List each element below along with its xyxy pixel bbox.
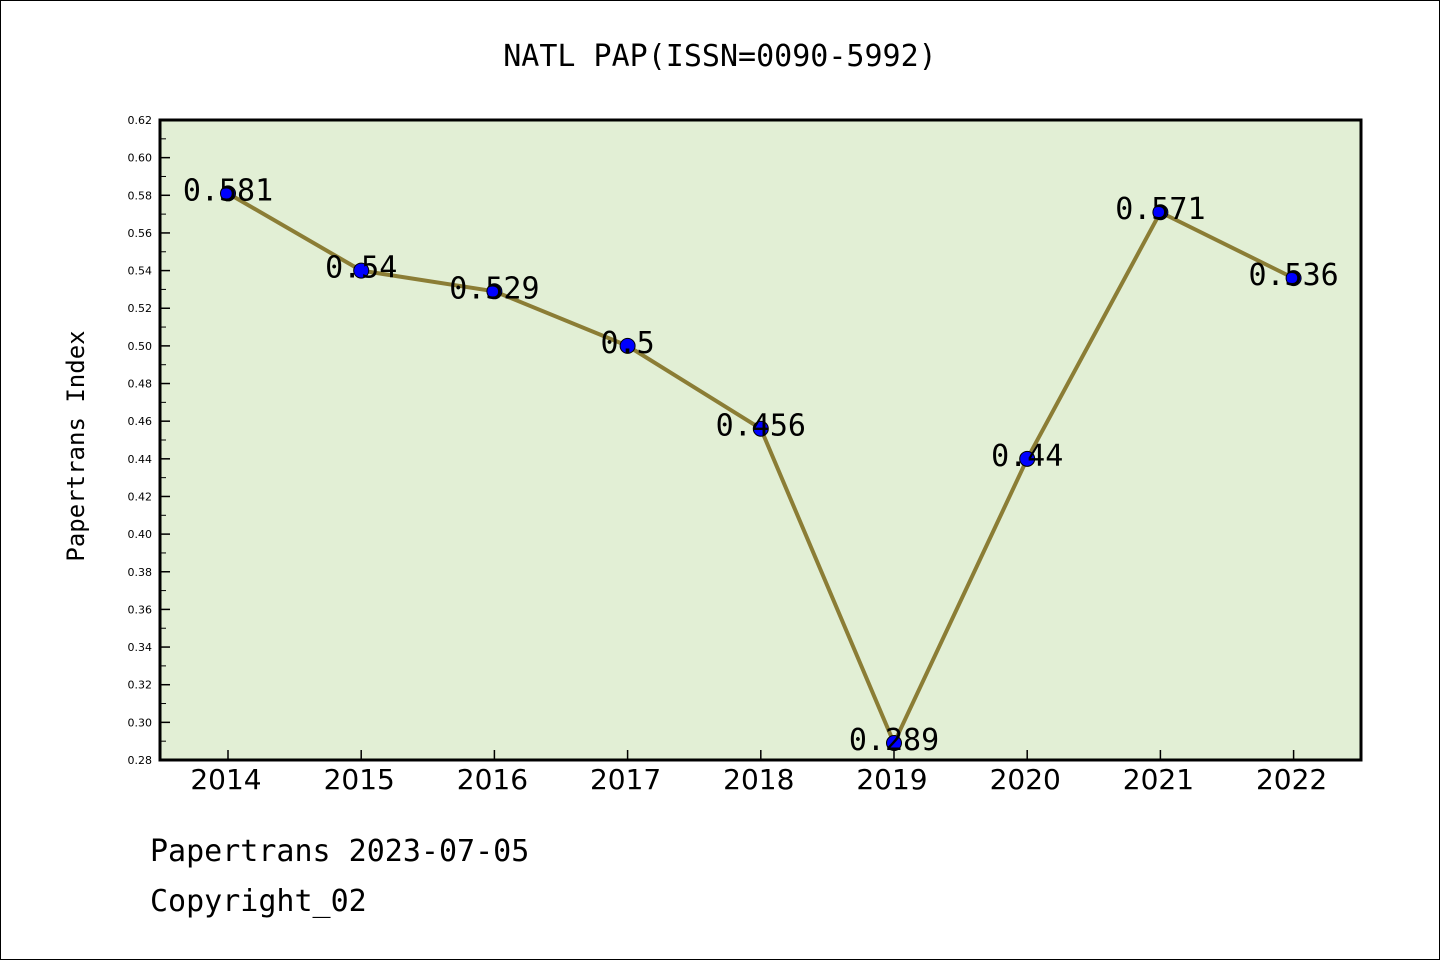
- footer-copyright: Copyright_02: [150, 884, 367, 919]
- data-label: 0.5: [601, 326, 655, 361]
- data-label: 0.44: [991, 439, 1063, 474]
- chart-title: NATL PAP(ISSN=0090-5992): [503, 39, 936, 74]
- y-tick-label: 0.56: [128, 227, 153, 240]
- y-tick-label: 0.46: [128, 415, 153, 428]
- series-group: 0.581 0.54 0.529 0.5 0.456 0.289 0.44 0.571 0.53…: [183, 173, 1339, 758]
- x-tick-label: 2022: [1256, 763, 1327, 796]
- y-tick-label: 0.62: [128, 114, 153, 127]
- data-label: 0.581: [183, 173, 273, 208]
- data-label: 0.536: [1248, 258, 1338, 293]
- data-label: 0.456: [716, 409, 806, 444]
- footer-date: Papertrans 2023-07-05: [150, 834, 530, 869]
- y-tick-label: 0.60: [128, 152, 153, 165]
- data-point: [220, 185, 236, 202]
- plot-area: [160, 120, 1361, 760]
- data-label: 0.529: [449, 271, 539, 306]
- y-tick-label: 0.58: [128, 189, 153, 202]
- y-tick-label: 0.34: [128, 641, 153, 654]
- y-tick-label: 0.28: [128, 754, 153, 767]
- y-tick-label: 0.30: [128, 716, 153, 729]
- y-tick-label: 0.38: [128, 566, 153, 579]
- data-point: [752, 420, 769, 437]
- data-label: 0.289: [849, 723, 939, 758]
- data-point: [886, 735, 902, 752]
- x-tick-label: 2020: [990, 763, 1061, 796]
- data-point: [486, 283, 503, 300]
- x-tick-label: 2018: [723, 763, 794, 796]
- x-tick-label: 2015: [324, 763, 395, 796]
- y-axis-label: Papertrans Index: [62, 330, 90, 561]
- x-tick-label: 2016: [457, 763, 528, 796]
- data-point: [353, 262, 370, 279]
- data-point: [1152, 204, 1169, 221]
- data-point: [1019, 450, 1036, 467]
- data-label: 0.571: [1115, 192, 1205, 227]
- plot-border: [158, 118, 1363, 762]
- y-tick-label: 0.36: [128, 603, 153, 616]
- y-tick-label: 0.54: [128, 265, 153, 278]
- x-tick-label: 2019: [856, 763, 927, 796]
- y-tick-label: 0.52: [128, 302, 153, 315]
- data-point: [1285, 270, 1302, 287]
- x-tick-label: 2021: [1123, 763, 1194, 796]
- y-tick-label: 0.48: [128, 378, 153, 391]
- data-label: 0.54: [325, 251, 397, 286]
- y-tick-label: 0.40: [128, 528, 153, 541]
- y-tick-label: 0.42: [128, 490, 153, 503]
- x-axis: 2014 2015 2016 2017 2018 2019 2020 2021 2022: [190, 750, 1327, 796]
- data-point: [619, 337, 636, 354]
- y-tick-label: 0.32: [128, 679, 153, 692]
- y-tick-label: 0.44: [128, 453, 153, 466]
- y-tick-label: 0.50: [128, 340, 153, 353]
- y-axis: 0.28 0.30 0.32 0.34 0.36 0.38 0.40 0.42 0.44 0.46…: [128, 114, 170, 767]
- x-tick-label: 2017: [590, 763, 661, 796]
- x-tick-label: 2014: [190, 763, 261, 796]
